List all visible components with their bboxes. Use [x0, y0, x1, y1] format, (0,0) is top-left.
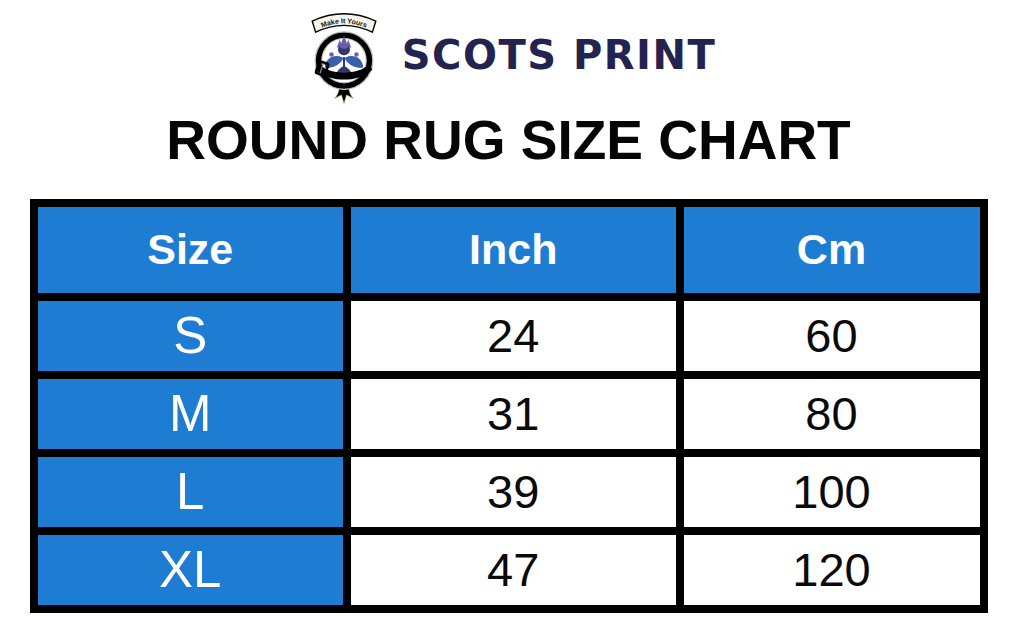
cm-cell: 80	[680, 375, 984, 453]
size-cell: L	[34, 453, 348, 531]
column-header-cm: Cm	[680, 203, 984, 297]
column-header-inch: Inch	[347, 203, 680, 297]
table-row-l: L 39 100	[34, 453, 984, 531]
table-row-xl: XL 47 120	[34, 531, 984, 609]
size-cell: XL	[34, 531, 348, 609]
motto-banner-icon: Make It Yours	[312, 14, 376, 32]
cm-cell: 60	[680, 297, 984, 375]
brand-header: Make It Yours SCOTS PRINT	[0, 0, 1017, 108]
column-header-size: Size	[34, 203, 348, 297]
cm-cell: 100	[680, 453, 984, 531]
page-title: ROUND RUG SIZE CHART	[0, 110, 1017, 171]
inch-cell: 47	[347, 531, 680, 609]
cm-cell: 120	[680, 531, 984, 609]
inch-cell: 31	[347, 375, 680, 453]
size-cell: M	[34, 375, 348, 453]
size-cell: S	[34, 297, 348, 375]
table-row-s: S 24 60	[34, 297, 984, 375]
brand-name: SCOTS PRINT	[402, 35, 716, 81]
page: Make It Yours SCOTS PRINT ROUND RUG SIZE…	[0, 0, 1017, 640]
table-row-m: M 31 80	[34, 375, 984, 453]
inch-cell: 39	[347, 453, 680, 531]
header-row: Size Inch Cm	[34, 203, 984, 297]
scots-print-crest-logo: Make It Yours	[301, 9, 387, 107]
inch-cell: 24	[347, 297, 680, 375]
size-chart-table: Size Inch Cm S 24 60 M 31 80 L 39 100	[30, 199, 988, 613]
